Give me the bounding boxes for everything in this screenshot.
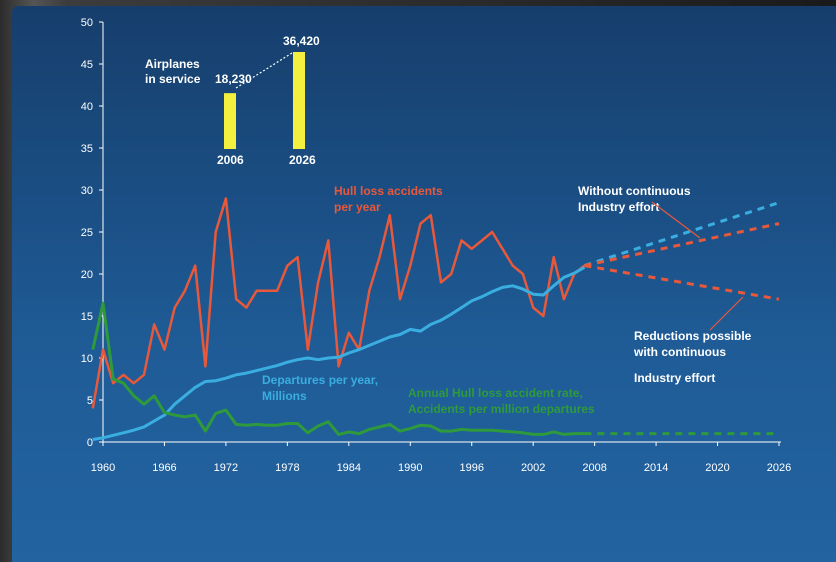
x-tick-label: 1990 [398,462,422,474]
x-tick-label: 1978 [275,462,299,474]
annotation-hull-line2: per year [334,200,381,214]
annotation-rate-line2: Accidents per million departures [408,402,595,416]
y-tick-label: 10 [81,353,93,365]
y-tick-label: 30 [81,185,93,197]
annotation-with-line3: Industry effort [634,371,715,385]
x-tick-label: 1972 [214,462,238,474]
inset-title-line1: Airplanes [145,57,200,71]
inset-bar-value-2026: 36,420 [283,34,320,48]
annotation-without-line1: Without continuous [578,184,691,198]
annotation-hull-line1: Hull loss accidents [334,184,443,198]
annotation-departures-line2: Millions [262,389,307,403]
projection-with-effort-red [584,264,780,301]
departures-line [92,266,586,441]
y-tick-label: 0 [87,437,93,449]
inset-airplanes-in-service: Airplanes in service 18,230 36,420 2006 … [145,34,320,167]
x-tick-label: 1960 [91,462,115,474]
inset-bar-2006 [224,93,236,149]
annotation-with-line2: with continuous [633,345,726,359]
annotation-rate-line1: Annual Hull loss accident rate, [408,386,583,400]
x-tick-label: 1996 [459,462,483,474]
x-tick-labels: 1960 1966 1972 1978 1984 1990 1996 2002 2008 2014… [91,462,791,474]
y-tick-label: 25 [81,227,93,239]
pointer-without [651,201,701,239]
annotation-departures-line1: Departures per year, [262,373,378,387]
inset-bar-label-2006: 2006 [217,153,244,167]
y-tick-labels: 0 5 10 15 20 25 30 35 40 45 50 [81,17,93,449]
hull-loss-line [91,197,586,409]
y-tick-label: 50 [81,17,93,29]
y-tick-label: 40 [81,101,93,113]
x-tick-label: 2008 [582,462,606,474]
pointer-with [709,296,744,331]
accident-rate-line [91,301,585,436]
series-lines [91,197,586,441]
annotation-with-line1: Reductions possible [634,329,752,343]
inset-bar-2026 [293,52,305,149]
annotation-without-line2: Industry effort [578,200,659,214]
x-tick-label: 2026 [767,462,791,474]
x-tick-label: 1984 [337,462,361,474]
y-tick-label: 35 [81,143,93,155]
x-tick-label: 2020 [705,462,729,474]
inset-bar-value-2006: 18,230 [215,72,252,86]
projection-without-effort-red [584,222,780,268]
projection-without-effort-blue [583,201,780,268]
x-tick-label: 1966 [152,462,176,474]
inset-bar-label-2026: 2026 [289,153,316,167]
inset-growth-connector [235,52,293,89]
y-tick-label: 15 [81,311,93,323]
projection-lines [583,201,780,436]
y-tick-label: 5 [87,395,93,407]
chart-panel [12,6,836,562]
y-tick-label: 45 [81,59,93,71]
x-tick-label: 2014 [644,462,668,474]
inset-title-line2: in service [145,72,201,86]
x-tick-label: 2002 [521,462,545,474]
y-tick-label: 20 [81,269,93,281]
